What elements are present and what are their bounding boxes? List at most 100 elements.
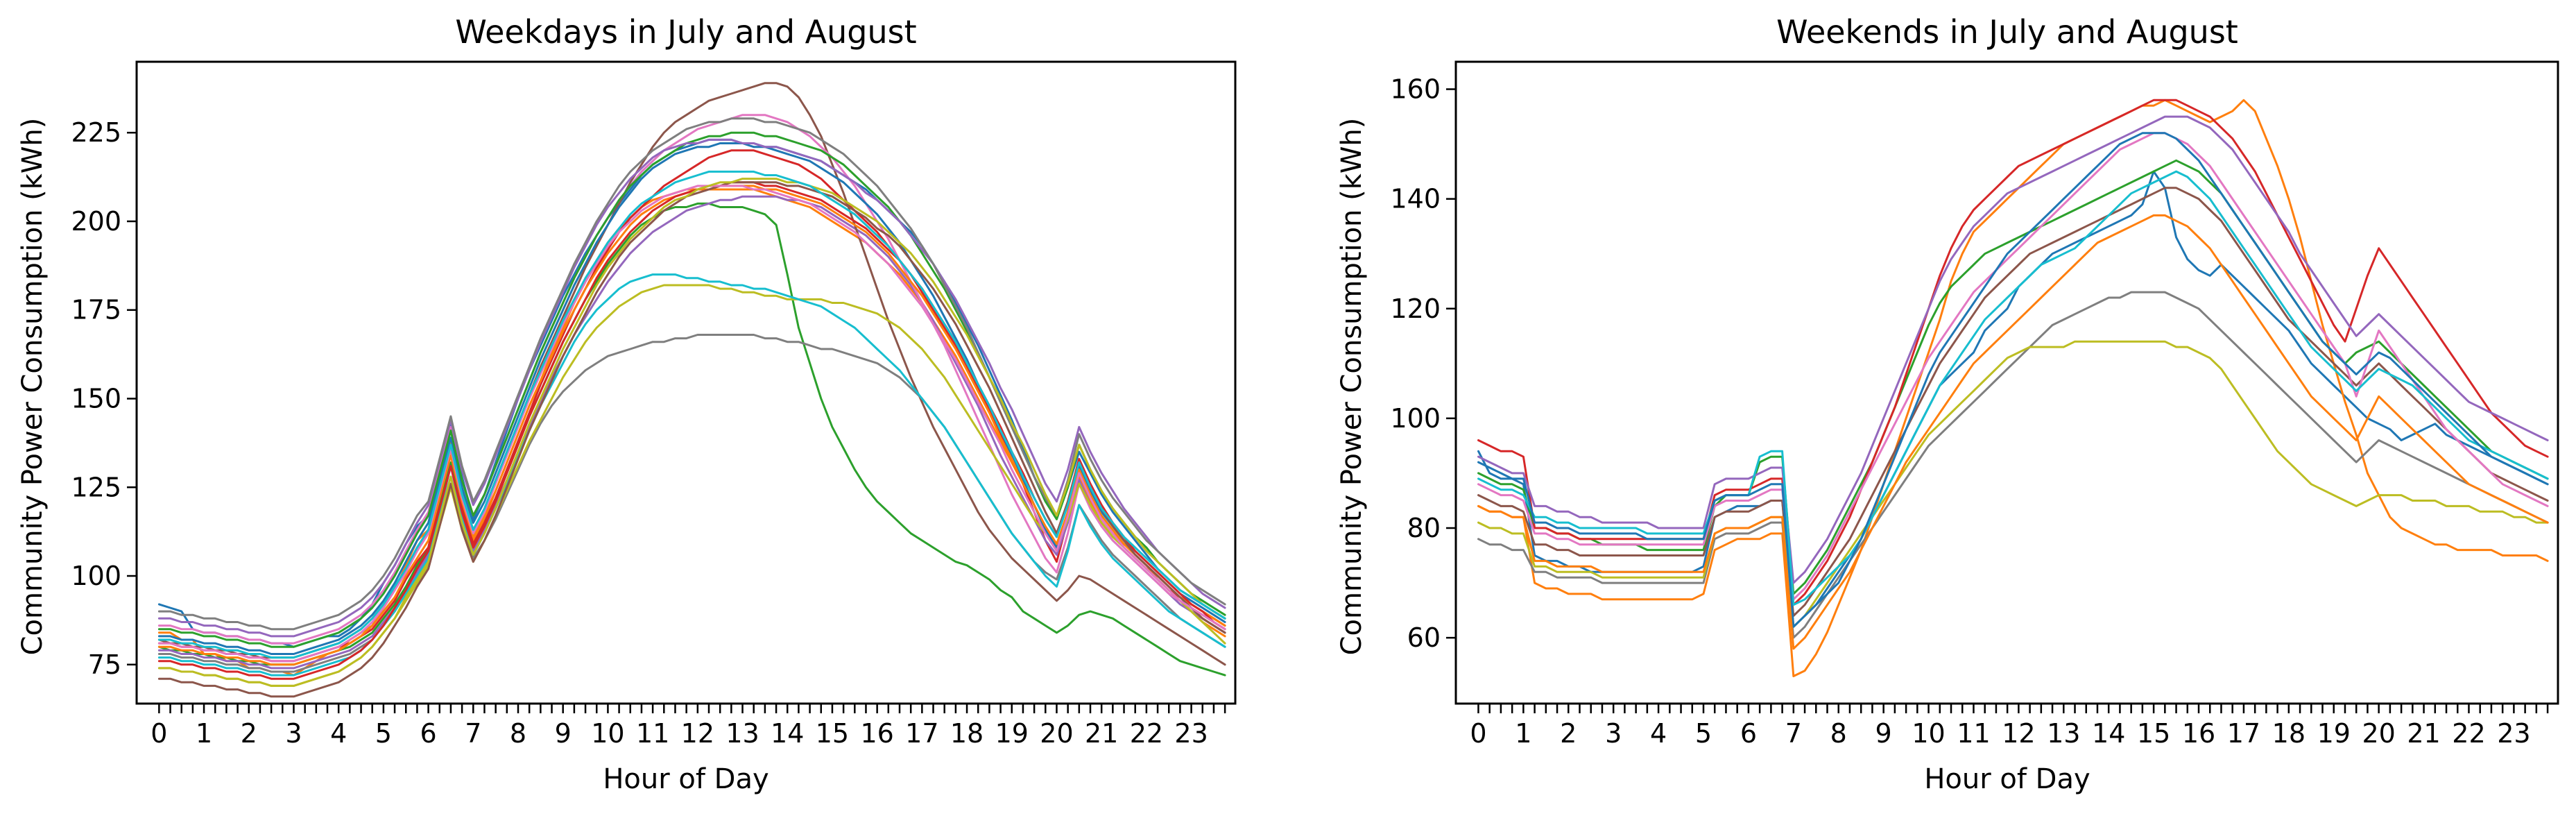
x-tick-label: 22 bbox=[2452, 718, 2485, 749]
x-tick-label: 1 bbox=[1515, 718, 1531, 749]
series-line-2 bbox=[1477, 99, 2549, 677]
series-line-16 bbox=[157, 181, 1226, 698]
y-tick-label: 150 bbox=[71, 383, 121, 414]
x-tick-label: 13 bbox=[725, 718, 759, 749]
x-tick-label: 13 bbox=[2047, 718, 2080, 749]
series-line-18 bbox=[157, 117, 1226, 631]
series-line-14 bbox=[157, 181, 1226, 680]
x-tick-label: 23 bbox=[1174, 718, 1208, 749]
y-tick-label: 120 bbox=[1390, 294, 1441, 324]
x-tick-label: 7 bbox=[1785, 718, 1802, 749]
x-tick-label: 19 bbox=[2317, 718, 2351, 749]
x-tick-label: 16 bbox=[2182, 718, 2215, 749]
x-tick-label: 2 bbox=[1560, 718, 1577, 749]
x-tick-label: 20 bbox=[1040, 718, 1073, 749]
x-tick-label: 4 bbox=[1650, 718, 1667, 749]
x-tick-label: 5 bbox=[1695, 718, 1712, 749]
y-tick-label: 175 bbox=[71, 295, 121, 325]
y-tick-label: 60 bbox=[1407, 622, 1441, 653]
y-tick-label: 200 bbox=[71, 206, 121, 237]
x-tick-label: 17 bbox=[2227, 718, 2260, 749]
series-line-9 bbox=[1477, 340, 2549, 628]
chart-title-weekdays: Weekdays in July and August bbox=[455, 13, 916, 51]
y-tick-label: 75 bbox=[88, 649, 121, 680]
x-tick-label: 11 bbox=[636, 718, 669, 749]
plot-area-weekdays: 0 1 2 3 4 5 6 7 8 9 10 11 12 13 14 15 16 17 18 19 20 21 22 2375… bbox=[71, 60, 1237, 749]
series-line-5 bbox=[1477, 115, 2549, 584]
x-tick-label: 23 bbox=[2497, 718, 2530, 749]
series-line-6 bbox=[157, 82, 1226, 666]
x-tick-label: 4 bbox=[330, 718, 347, 749]
x-tick-label: 18 bbox=[950, 718, 984, 749]
series-line-17 bbox=[157, 185, 1226, 663]
x-tick-label: 7 bbox=[465, 718, 481, 749]
series-line-13 bbox=[157, 131, 1226, 648]
x-tick-label: 12 bbox=[681, 718, 714, 749]
series-line-3 bbox=[1477, 159, 2549, 595]
x-tick-label: 21 bbox=[1085, 718, 1118, 749]
x-tick-label: 3 bbox=[285, 718, 302, 749]
chart-title-weekends: Weekends in July and August bbox=[1776, 13, 2238, 51]
y-tick-label: 100 bbox=[71, 561, 121, 591]
series-line-1 bbox=[157, 138, 1226, 648]
series-line-19 bbox=[157, 178, 1226, 687]
series-group bbox=[1477, 99, 2549, 677]
y-tick-label: 160 bbox=[1390, 74, 1441, 105]
series-line-7 bbox=[1477, 132, 2549, 601]
x-tick-label: 17 bbox=[905, 718, 938, 749]
plot-area-weekends: 0 1 2 3 4 5 6 7 8 9 10 11 12 13 14 15 16 17 18 19 20 21 22 2360… bbox=[1390, 60, 2559, 749]
x-tick-label: 22 bbox=[1130, 718, 1163, 749]
x-tick-label: 2 bbox=[241, 718, 257, 749]
y-tick-label: 100 bbox=[1390, 403, 1441, 434]
series-line-15 bbox=[157, 138, 1226, 638]
series-line-2 bbox=[157, 188, 1226, 677]
series-line-11 bbox=[157, 142, 1226, 655]
x-tick-label: 5 bbox=[375, 718, 392, 749]
series-line-10 bbox=[1477, 170, 2549, 606]
plot-frame bbox=[135, 60, 1237, 705]
series-line-10 bbox=[157, 273, 1226, 677]
chart-weekends: Weekends in July and August 0 1 2 3 4 5 6 7 8 9 10… bbox=[1336, 13, 2559, 795]
x-tick-label: 12 bbox=[2002, 718, 2035, 749]
series-line-4 bbox=[157, 149, 1226, 663]
x-tick-label: 18 bbox=[2272, 718, 2305, 749]
series-line-6 bbox=[1477, 187, 2549, 617]
series-line-12 bbox=[1477, 214, 2549, 650]
x-tick-label: 3 bbox=[1605, 718, 1622, 749]
x-tick-label: 9 bbox=[555, 718, 572, 749]
x-tick-label: 10 bbox=[591, 718, 624, 749]
x-tick-label: 10 bbox=[1912, 718, 1945, 749]
series-line-5 bbox=[157, 195, 1226, 670]
chart-weekdays: Weekdays in July and August 0 1 2 3 4 5 6 7 8 9 10… bbox=[17, 13, 1237, 795]
x-tick-label: 8 bbox=[1830, 718, 1847, 749]
y-tick-label: 80 bbox=[1407, 513, 1441, 543]
x-tick-label: 0 bbox=[1470, 718, 1486, 749]
x-tick-label: 6 bbox=[420, 718, 436, 749]
y-axis-label-weekdays: Community Power Consumption (kWh) bbox=[17, 118, 49, 656]
x-tick-label: 6 bbox=[1740, 718, 1757, 749]
x-tick-label: 21 bbox=[2407, 718, 2440, 749]
x-tick-label: 15 bbox=[816, 718, 849, 749]
x-tick-label: 0 bbox=[151, 718, 167, 749]
x-axis-label-weekdays: Hour of Day bbox=[603, 763, 768, 795]
plot-frame bbox=[1454, 60, 2559, 705]
series-line-8 bbox=[157, 334, 1226, 673]
x-tick-label: 16 bbox=[860, 718, 893, 749]
x-tick-label: 20 bbox=[2362, 718, 2395, 749]
series-line-11 bbox=[1477, 132, 2549, 628]
y-tick-label: 225 bbox=[71, 117, 121, 148]
x-axis-label-weekends: Hour of Day bbox=[1924, 763, 2090, 795]
x-tick-label: 14 bbox=[771, 718, 804, 749]
series-group bbox=[157, 82, 1226, 698]
series-line-20 bbox=[157, 170, 1226, 659]
series-line-7 bbox=[157, 114, 1226, 645]
series-line-9 bbox=[157, 284, 1226, 687]
x-tick-label: 15 bbox=[2137, 718, 2170, 749]
y-tick-label: 125 bbox=[71, 472, 121, 502]
x-tick-label: 1 bbox=[196, 718, 212, 749]
x-tick-label: 9 bbox=[1875, 718, 1892, 749]
series-line-8 bbox=[1477, 291, 2549, 639]
x-tick-label: 14 bbox=[2092, 718, 2125, 749]
series-line-3 bbox=[157, 202, 1226, 677]
